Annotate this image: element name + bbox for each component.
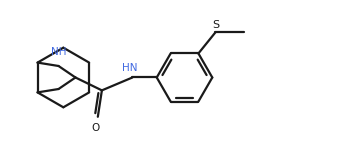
Text: HN: HN xyxy=(121,63,137,73)
Text: O: O xyxy=(91,123,99,133)
Text: S: S xyxy=(212,20,220,30)
Text: NH: NH xyxy=(51,47,67,57)
